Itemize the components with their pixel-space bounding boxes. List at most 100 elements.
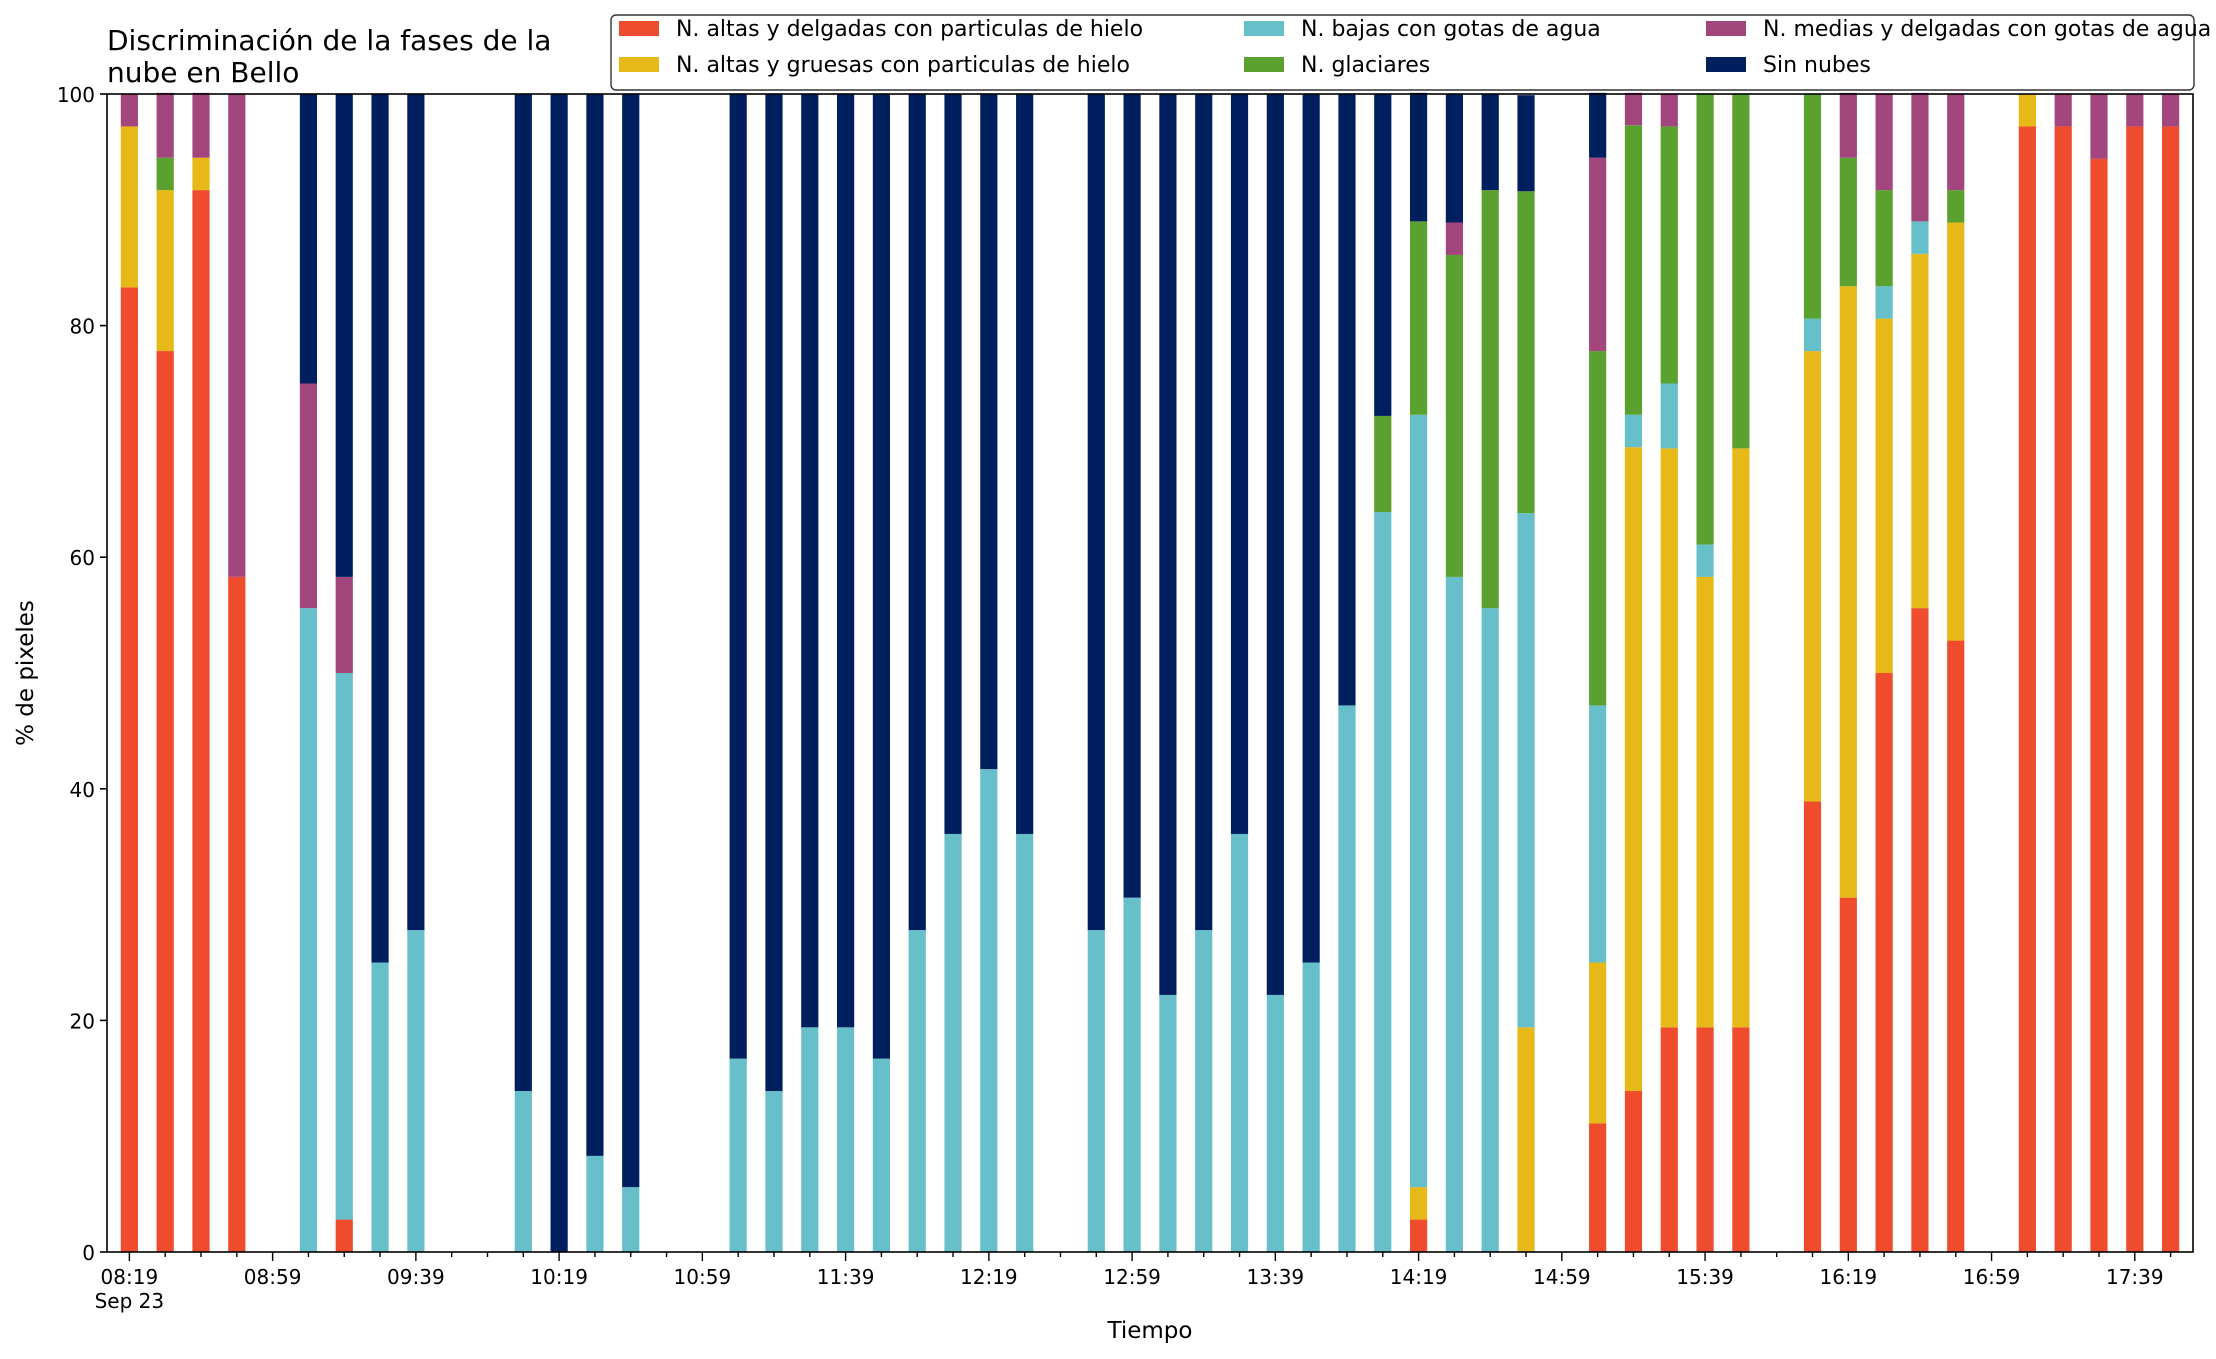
- bar-segment-0839-s0: [192, 190, 210, 1252]
- bar-segment-1109-s5: [729, 94, 747, 1059]
- legend-label: Sin nubes: [1763, 53, 1871, 78]
- bar-segment-1149-s5: [872, 94, 891, 1059]
- bar-segment-1219-s5: [980, 94, 998, 770]
- bar-segment-1529-s0: [1660, 1027, 1678, 1252]
- bar-segment-1309-s5: [1159, 94, 1177, 995]
- bar-segment-1009-s2: [514, 1091, 532, 1252]
- bar-segment-1259-s5: [1123, 94, 1141, 898]
- x-tick-label: 17:39: [2106, 1265, 2164, 1289]
- bar-segment-1319-s2: [1195, 930, 1213, 1252]
- bar-segment-1209-s2: [944, 833, 962, 1252]
- bar-segment-1109-s2: [729, 1058, 747, 1252]
- bar-segment-1359-s2: [1338, 705, 1356, 1252]
- bar-segment-1609-s0: [1803, 801, 1822, 1252]
- bar-segment-1129-s2: [801, 1027, 819, 1252]
- y-axis: 0 20 40 60 80 100: [57, 83, 107, 1265]
- bar-segment-1339-s5: [1266, 94, 1284, 995]
- bar-segment-0829-s0: [156, 351, 174, 1252]
- bar-segment-1129-s5: [801, 94, 819, 1028]
- bar-segment-1619-s0: [1839, 897, 1857, 1252]
- bar-segment-1209-s5: [944, 94, 962, 834]
- y-tick-label: 20: [70, 1009, 95, 1033]
- x-tick-label: 15:39: [1676, 1265, 1734, 1289]
- bar-segment-1429-s3: [1445, 254, 1463, 577]
- bar-segment-0839-s4: [192, 92, 210, 158]
- bar-segment-1409-s3: [1374, 415, 1392, 513]
- bar-segment-1639-s4: [1911, 92, 1929, 222]
- x-axis-label: Tiempo: [1107, 1318, 1193, 1344]
- bar-segment-1349-s2: [1302, 962, 1320, 1252]
- bar-segment-1409-s2: [1374, 512, 1392, 1252]
- bar-segment-1719-s4: [2054, 94, 2072, 127]
- bar-segment-0939-s2: [407, 930, 425, 1252]
- bar-segment-1729-s4: [2090, 94, 2108, 159]
- bar-segment-1449-s3: [1517, 191, 1535, 514]
- bar-segment-0909-s5: [299, 94, 318, 384]
- bar-segment-0819-s0: [120, 287, 138, 1252]
- x-tick-label: 14:19: [1390, 1265, 1448, 1289]
- x-tick-label: 12:19: [960, 1265, 1018, 1289]
- bar-segment-1249-s2: [1087, 930, 1105, 1252]
- bar-segment-1219-s2: [980, 769, 998, 1252]
- x-tick-label: 14:59: [1533, 1265, 1591, 1289]
- bar-segment-1409-s5: [1374, 94, 1392, 416]
- bar-segment-1429-s4: [1445, 222, 1463, 255]
- bar-segment-0829-s3: [156, 157, 174, 191]
- bar-segment-1419-s5: [1409, 92, 1428, 222]
- bar-segment-1529-s2: [1660, 383, 1678, 449]
- bar-segment-1549-s3: [1732, 94, 1750, 449]
- bar-segment-1519-s2: [1624, 414, 1643, 448]
- x-tick-label: 11:39: [817, 1265, 875, 1289]
- bar-segment-1449-s1: [1517, 1027, 1535, 1252]
- bar-segment-0839-s1: [192, 157, 210, 191]
- x-tick-label: 10:19: [530, 1265, 588, 1289]
- y-tick-label: 80: [70, 315, 95, 339]
- bar-segment-1639-s1: [1911, 253, 1929, 609]
- bar-segment-1619-s3: [1839, 157, 1857, 287]
- bar-segment-1019-s5: [550, 94, 568, 1252]
- bar-segment-1449-s2: [1517, 513, 1535, 1028]
- plot-frame: [106, 93, 2194, 1253]
- bar-segment-0819-s1: [120, 126, 138, 288]
- bar-segment-1519-s4: [1624, 92, 1643, 126]
- bar-segment-1619-s1: [1839, 286, 1857, 898]
- bar-segment-1439-s3: [1481, 190, 1499, 609]
- bar-segment-1749-s4: [2162, 94, 2180, 127]
- bars-layer: [120, 92, 2180, 1253]
- bar-segment-1529-s1: [1660, 448, 1678, 1028]
- bar-segment-1259-s2: [1123, 897, 1141, 1252]
- bar-segment-1119-s5: [765, 94, 783, 1092]
- bar-segment-0919-s0: [335, 1219, 353, 1252]
- bar-segment-1149-s2: [872, 1058, 891, 1252]
- bar-segment-1639-s2: [1911, 221, 1929, 254]
- x-tick-label: 08:59: [244, 1265, 302, 1289]
- bar-segment-1619-s4: [1839, 92, 1857, 158]
- legend-label: N. altas y delgadas con particulas de hi…: [676, 17, 1143, 42]
- y-tick-label: 100: [57, 83, 95, 107]
- bar-segment-1549-s0: [1732, 1027, 1750, 1252]
- bar-segment-1029-s2: [586, 1155, 604, 1252]
- bar-segment-1509-s5: [1589, 92, 1607, 158]
- legend-swatch: [619, 21, 659, 36]
- bar-segment-1229-s5: [1016, 94, 1034, 834]
- bar-segment-1039-s2: [622, 1187, 640, 1252]
- bar-segment-0849-s4: [228, 94, 246, 577]
- bar-segment-1629-s3: [1875, 190, 1893, 287]
- bar-segment-1039-s5: [622, 94, 640, 1188]
- bar-segment-1419-s0: [1409, 1219, 1428, 1252]
- bar-segment-0919-s5: [335, 94, 353, 577]
- bar-segment-1539-s3: [1696, 94, 1714, 545]
- bar-segment-1629-s0: [1875, 673, 1893, 1252]
- bar-segment-1649-s3: [1947, 190, 1965, 223]
- bar-segment-1139-s2: [837, 1027, 855, 1252]
- bar-segment-0829-s4: [156, 92, 174, 158]
- legend-label: N. bajas con gotas de agua: [1301, 17, 1601, 42]
- bar-segment-1709-s1: [2018, 94, 2036, 127]
- bar-segment-1639-s0: [1911, 608, 1929, 1252]
- y-tick-label: 40: [70, 778, 95, 802]
- bar-segment-1439-s5: [1481, 94, 1499, 191]
- bar-segment-1509-s4: [1589, 157, 1607, 352]
- legend-swatch: [1706, 21, 1746, 36]
- bar-segment-0929-s5: [371, 94, 389, 963]
